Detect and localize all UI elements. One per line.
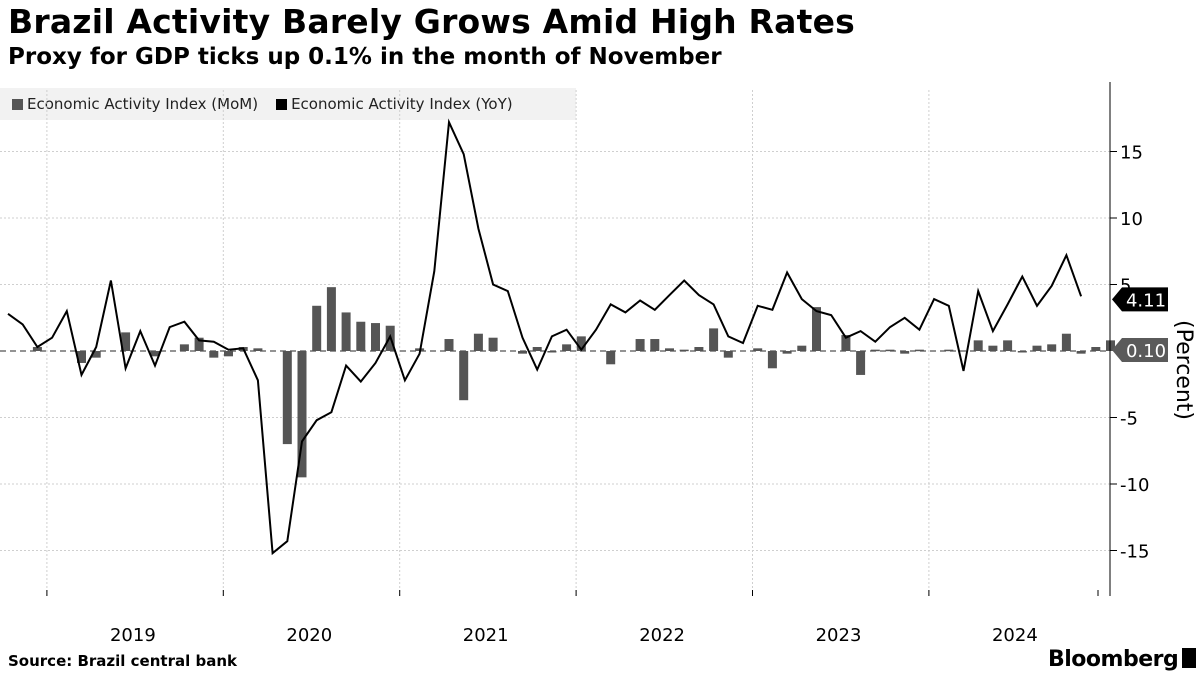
mom-bar — [900, 351, 910, 354]
legend-swatch-mom — [12, 98, 23, 110]
mom-bar — [1076, 351, 1086, 354]
x-tick-label: 2021 — [463, 625, 509, 646]
mom-bar — [1047, 344, 1057, 351]
mom-last-label-bg — [1112, 338, 1168, 362]
mom-bar — [709, 328, 719, 351]
legend-swatch-yoy — [276, 98, 288, 110]
y-tick-label: -10 — [1120, 475, 1149, 496]
y-tick-label: -5 — [1120, 409, 1138, 430]
mom-bar — [650, 339, 660, 351]
mom-bar — [767, 351, 777, 369]
mom-last-label: 0.10 — [1112, 338, 1168, 362]
mom-bar — [194, 337, 204, 351]
legend-item-mom: Economic Activity Index (MoM) — [12, 95, 258, 113]
mom-bar — [150, 351, 160, 357]
brand-text: Bloomberg — [1048, 647, 1179, 672]
mom-bar — [782, 351, 792, 354]
mom-bar — [356, 321, 366, 351]
mom-bar — [473, 333, 483, 351]
x-tick-label: 2023 — [816, 625, 862, 646]
x-tick-label: 2019 — [110, 625, 156, 646]
mom-bar — [841, 335, 851, 351]
mom-bar — [312, 305, 322, 351]
mom-bar — [488, 337, 498, 351]
mom-bar — [459, 351, 469, 401]
mom-bar — [282, 351, 292, 445]
chart-subtitle: Proxy for GDP ticks up 0.1% in the month… — [8, 44, 722, 70]
y-tick-label: 5 — [1120, 276, 1131, 297]
mom-bar — [635, 339, 645, 351]
mom-bar — [518, 351, 527, 354]
mom-bar — [914, 349, 924, 352]
x-tick-label: 2020 — [286, 625, 332, 646]
mom-bars — [32, 287, 1145, 478]
mom-bar — [341, 312, 351, 351]
right-axis: -15 -10 -5 5 10 15 — [1109, 82, 1149, 596]
mom-bar — [179, 344, 189, 351]
y-tick-label: 15 — [1120, 143, 1143, 164]
legend-label-mom: Economic Activity Index (MoM) — [27, 95, 259, 113]
yoy-last-label-bg — [1112, 287, 1168, 312]
mom-last-label-text: 0.10 — [1126, 341, 1166, 362]
y-tick-label: -15 — [1120, 542, 1149, 563]
bloomberg-mark-icon — [1182, 648, 1197, 668]
mom-bar — [665, 348, 674, 351]
mom-bar — [371, 323, 380, 351]
mom-bar — [694, 347, 704, 351]
yoy-line — [7, 118, 1083, 556]
yoy-last-label: 4.11 — [1112, 287, 1168, 312]
y-tick-label: 10 — [1120, 209, 1143, 230]
mom-bar — [532, 347, 542, 351]
mom-bar — [973, 340, 983, 351]
mom-bar — [562, 344, 572, 351]
mom-bar — [77, 351, 86, 363]
y-axis-title: (Percent) — [1171, 320, 1196, 420]
mom-bar — [224, 351, 233, 357]
x-tick-label: 2024 — [992, 625, 1038, 646]
mom-bar — [988, 345, 998, 351]
x-axis: 2019 2020 2021 2022 2023 2024 — [46, 590, 1099, 646]
mom-bar — [576, 336, 586, 351]
mom-bar — [944, 349, 954, 352]
mom-bar — [1032, 345, 1042, 351]
legend: Economic Activity Index (MoM) Economic A… — [0, 88, 576, 120]
mom-bar — [812, 307, 821, 351]
mom-bar — [297, 351, 307, 478]
mom-bar — [91, 351, 101, 358]
mom-bar — [253, 348, 263, 351]
bloomberg-logo: Bloomberg — [1048, 647, 1197, 672]
x-tick-label: 2022 — [639, 625, 685, 646]
mom-bar — [547, 351, 557, 353]
mom-bar — [1017, 351, 1027, 353]
mom-bar — [606, 351, 616, 365]
mom-bar — [753, 348, 763, 351]
yoy-last-label-text: 4.11 — [1126, 290, 1166, 311]
mom-bar — [1061, 333, 1071, 351]
mom-bar — [326, 287, 336, 351]
mom-bar — [32, 347, 42, 351]
mom-bar — [121, 332, 131, 351]
mom-bar — [1003, 340, 1013, 351]
mom-bar — [723, 351, 733, 358]
chart-title: Brazil Activity Barely Grows Amid High R… — [8, 2, 855, 41]
grid-lines — [0, 90, 1110, 596]
source-note: Source: Brazil central bank — [8, 652, 237, 670]
legend-label-yoy: Economic Activity Index (YoY) — [291, 95, 513, 113]
mom-bar — [1091, 347, 1101, 351]
mom-bar — [209, 351, 219, 358]
legend-item-yoy: Economic Activity Index (YoY) — [276, 95, 513, 113]
last-value-labels: 4.11 0.10 — [1112, 287, 1168, 362]
mom-bar — [797, 345, 807, 351]
mom-bar — [856, 351, 866, 375]
mom-bar — [444, 339, 454, 351]
